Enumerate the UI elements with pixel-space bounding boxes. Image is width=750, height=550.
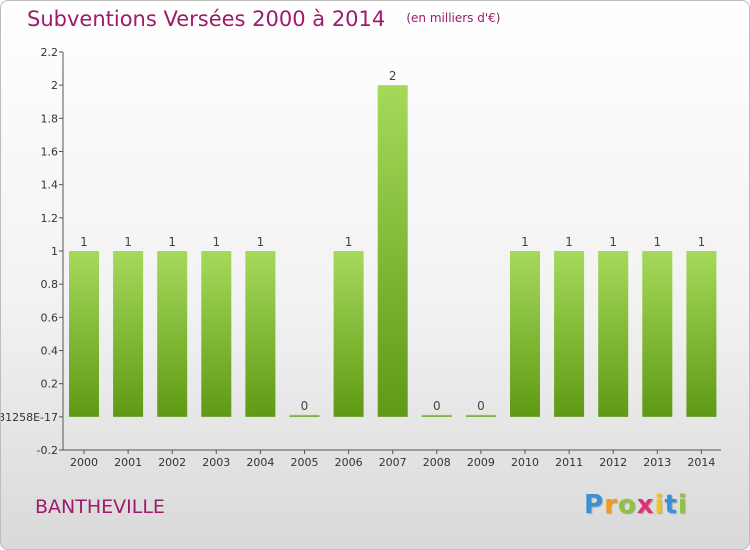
y-tick-label: -0.2: [37, 444, 58, 457]
data-label-2003: 1: [212, 235, 220, 249]
x-tick-label-2006: 2006: [335, 456, 363, 469]
bars: 1 1 1 1 1 0 1 2 0 0 1 1 1 1 1: [69, 69, 717, 417]
data-label-2000: 1: [80, 235, 88, 249]
data-label-2011: 1: [565, 235, 573, 249]
data-label-2005: 0: [301, 399, 309, 413]
x-axis: 2000 2001 2002 2003 2004 2005 2006 2007 2008 2009…: [63, 449, 721, 469]
y-tick-label: 0.6: [41, 311, 59, 324]
data-label-2012: 1: [609, 235, 617, 249]
y-tick-label: 1.8: [41, 112, 59, 125]
brand-logo[interactable]: Proxiti: [584, 490, 688, 520]
x-tick-label-2007: 2007: [379, 456, 407, 469]
y-tick-label: -5.5511151231258E-17: [1, 411, 58, 424]
data-label-2010: 1: [521, 235, 529, 249]
y-tick-label: 1: [51, 245, 58, 258]
place-name: BANTHEVILLE: [35, 496, 165, 518]
data-label-2014: 1: [698, 235, 706, 249]
y-tick-label: 0.8: [41, 278, 59, 291]
bar-2007: [377, 85, 408, 417]
x-tick-label-2012: 2012: [599, 456, 627, 469]
brand-letter: r: [604, 490, 618, 520]
x-tick-label-2002: 2002: [158, 456, 186, 469]
x-tick-label-2014: 2014: [687, 456, 715, 469]
chart-title: Subventions Versées 2000 à 2014: [27, 7, 386, 31]
data-label-2009: 0: [477, 399, 485, 413]
brand-letter: t: [664, 490, 678, 520]
brand-letter: P: [584, 490, 605, 520]
x-tick-label-2001: 2001: [114, 456, 142, 469]
bar-2012: [598, 251, 629, 417]
bar-2013: [642, 251, 673, 417]
x-tick-label-2000: 2000: [70, 456, 98, 469]
data-label-2007: 2: [389, 69, 397, 83]
bar-2008: [421, 414, 452, 417]
brand-letter: i: [677, 490, 688, 520]
bar-2010: [510, 251, 540, 417]
brand-letter: o: [617, 490, 637, 520]
bar-2002: [157, 251, 188, 417]
y-tick-label: 0.4: [41, 345, 59, 358]
y-tick-label: 2: [51, 79, 58, 92]
y-tick-label: 0.2: [41, 378, 59, 391]
chart-subtitle: (en milliers d'€): [406, 11, 501, 25]
bar-2009: [465, 414, 496, 417]
y-axis: -0.2 -5.5511151231258E-17 0.2 0.4 0.6 0.8 1 1.2…: [1, 46, 64, 457]
x-tick-label-2005: 2005: [291, 456, 319, 469]
data-label-2001: 1: [124, 235, 132, 249]
y-tick-label: 1.4: [41, 179, 59, 192]
bar-2004: [245, 251, 276, 417]
x-tick-label-2011: 2011: [555, 456, 583, 469]
y-tick-label: 1.2: [41, 212, 59, 225]
x-tick-label-2010: 2010: [511, 456, 539, 469]
data-label-2008: 0: [433, 399, 441, 413]
x-tick-label-2003: 2003: [202, 456, 230, 469]
bar-2006: [333, 251, 364, 417]
bar-2001: [113, 251, 144, 417]
x-tick-label-2004: 2004: [246, 456, 274, 469]
title-block: Subventions Versées 2000 à 2014 (en mill…: [27, 7, 500, 31]
x-tick-label-2013: 2013: [643, 456, 671, 469]
brand-letter: i: [654, 490, 665, 520]
brand-letter: x: [636, 490, 655, 520]
data-label-2013: 1: [653, 235, 661, 249]
x-tick-label-2008: 2008: [423, 456, 451, 469]
bar-2003: [201, 251, 232, 417]
bar-2005: [289, 414, 320, 417]
data-label-2006: 1: [345, 235, 353, 249]
bar-2014: [686, 251, 717, 417]
y-tick-label: 1.6: [41, 146, 59, 159]
bar-2000: [69, 251, 99, 417]
x-tick-label-2009: 2009: [467, 456, 495, 469]
y-tick-label: 2.2: [41, 46, 59, 59]
data-label-2004: 1: [257, 235, 265, 249]
bar-2011: [554, 251, 585, 417]
data-label-2002: 1: [168, 235, 176, 249]
